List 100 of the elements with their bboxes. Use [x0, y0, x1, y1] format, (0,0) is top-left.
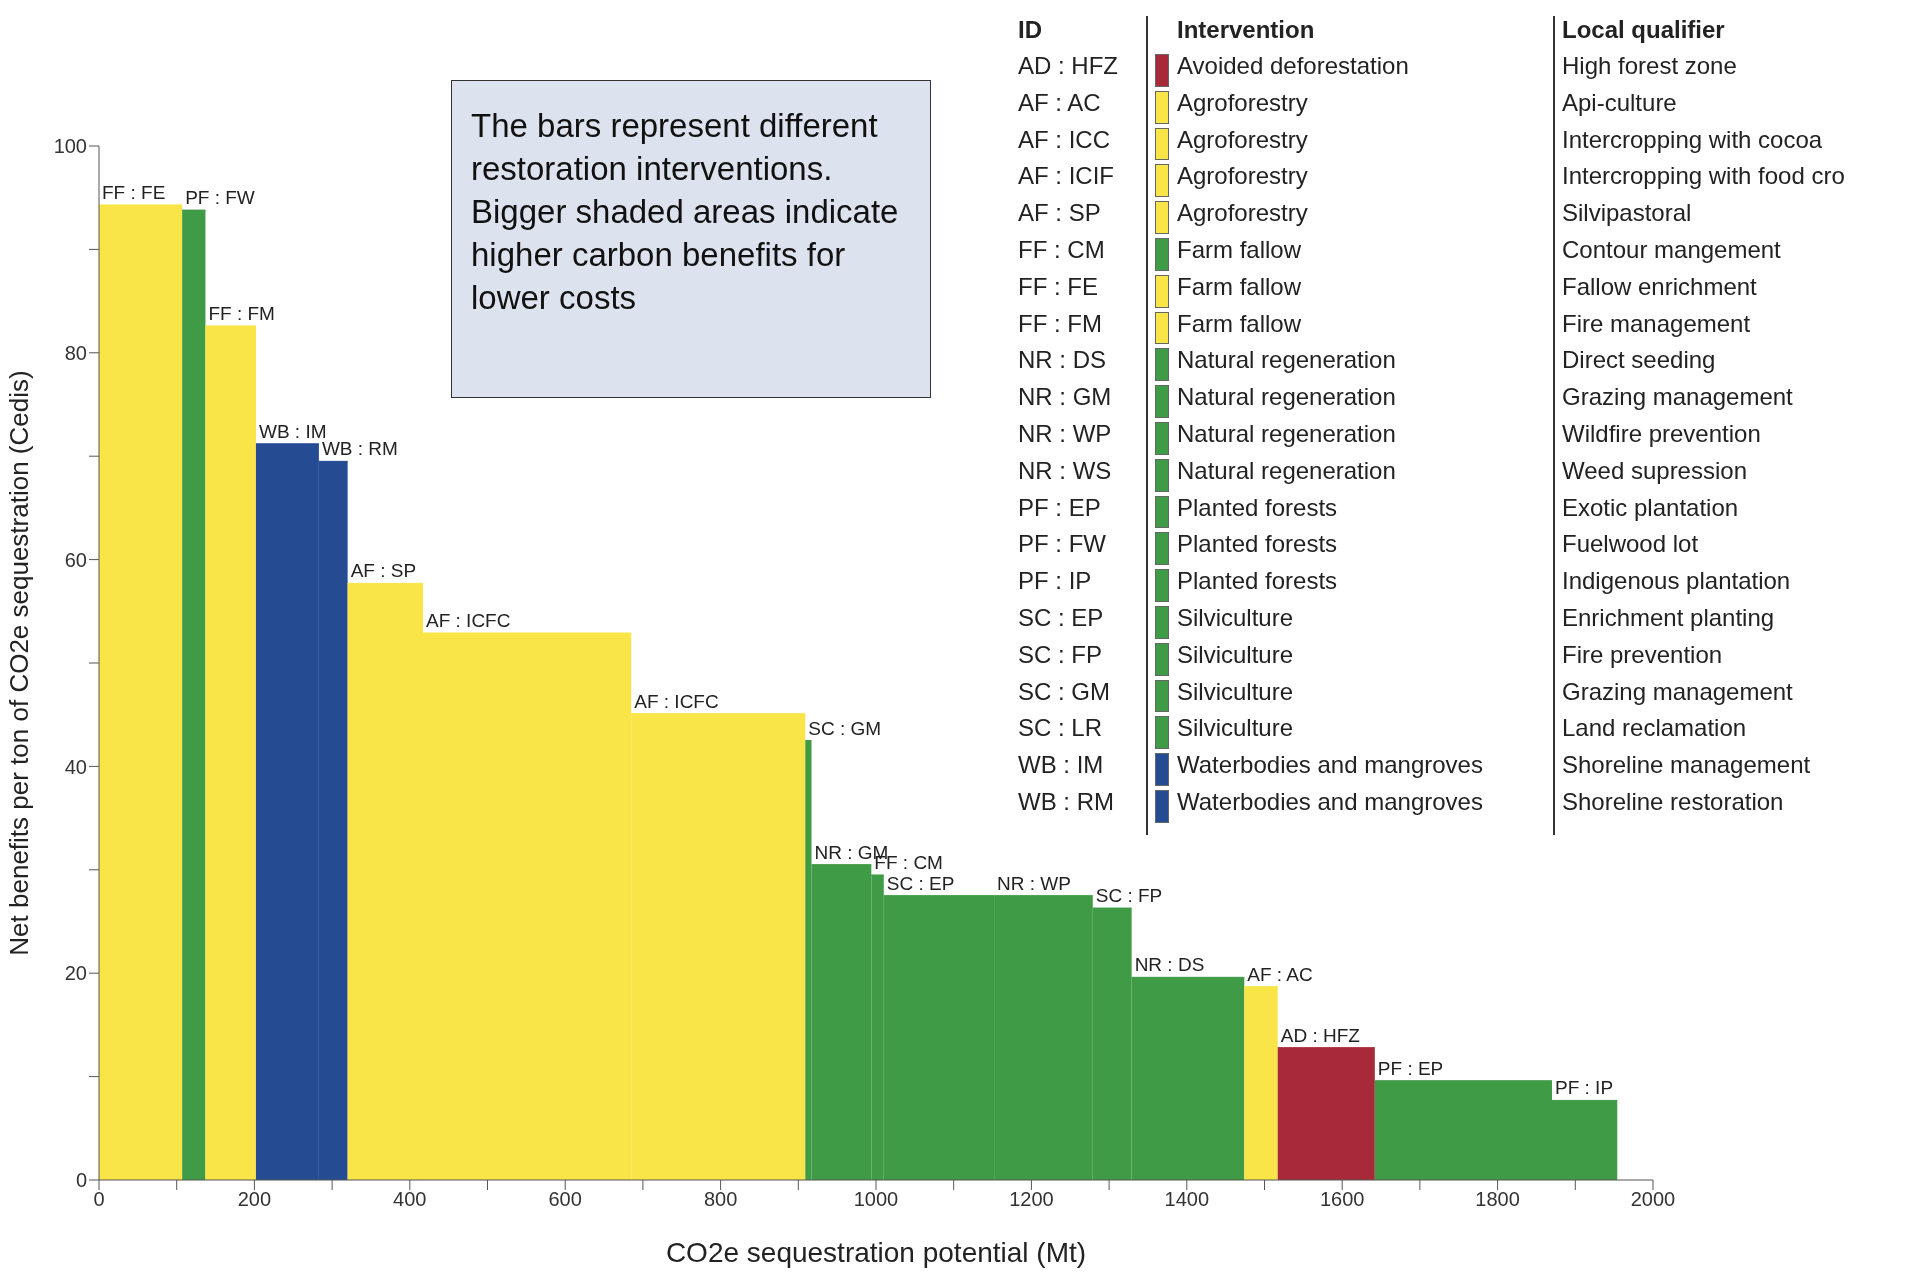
x-tick-label: 1200	[1009, 1188, 1054, 1211]
x-axis-title: CO2e sequestration potential (Mt)	[665, 1237, 1087, 1268]
annotation: Wildfire prevention	[1562, 420, 1761, 448]
y-tick-label: 0	[75, 1169, 87, 1192]
annotation: FF : CM	[1018, 236, 1105, 264]
annotation: SC : LR	[1018, 714, 1103, 743]
series-label: SC : EP	[886, 872, 955, 894]
text: Local qualifier	[1562, 16, 1725, 44]
annotation: Silviculture	[1177, 640, 1294, 669]
series-label: FF : FE	[102, 181, 166, 203]
annotation: Waterbodies and mangroves	[1177, 751, 1483, 780]
annotation: Planted forests	[1177, 530, 1338, 559]
y-tick-label: 80	[64, 341, 87, 364]
annotation: Silviculture	[1177, 604, 1294, 632]
annotation: Fuelwood lot	[1562, 530, 1699, 559]
annotation: SC : EP	[1018, 604, 1104, 632]
x-tick-label: 600	[548, 1188, 582, 1211]
annotation: Indigenous plantation	[1562, 567, 1791, 596]
series-label: PF : EP	[1377, 1057, 1444, 1079]
annotation: Intercropping with food cro	[1562, 162, 1845, 191]
annotation: NR : WP	[1018, 420, 1112, 448]
text: Agroforestry	[1177, 88, 1308, 117]
x-tick-label: 2000	[1630, 1188, 1676, 1211]
series-label: AF : ICFC	[426, 610, 511, 632]
series-label: NR : WP	[997, 872, 1071, 894]
annotation: PF : IP	[1018, 567, 1092, 596]
annotation: Agroforestry	[1177, 162, 1308, 191]
annotation: Planted forests	[1177, 567, 1338, 596]
annotation: Fire management	[1562, 309, 1751, 338]
y-tick-label: 100	[53, 135, 87, 158]
x-tick-label: 1000	[853, 1188, 899, 1211]
annotation: WB : IM	[1018, 751, 1104, 780]
text: AD : HFZ	[1018, 52, 1118, 80]
y-tick-label: 20	[64, 962, 87, 985]
annotation: NR : GM	[1018, 383, 1112, 412]
x-tick-label: 1400	[1164, 1188, 1210, 1211]
x-tick-label: 1600	[1319, 1188, 1365, 1211]
series-label: FF : FM	[208, 302, 275, 324]
annotation: Land reclamation	[1562, 714, 1747, 743]
y-tick-label: 40	[64, 755, 87, 778]
series-label: AF : SP	[350, 560, 417, 582]
annotation: Planted forests	[1177, 493, 1338, 522]
annotation: Farm fallow	[1177, 309, 1302, 338]
y-tick-label: 60	[64, 548, 87, 571]
text: ID	[1018, 16, 1042, 44]
series-label: AF : AC	[1247, 963, 1313, 985]
annotation: Enrichment planting	[1562, 604, 1775, 632]
x-tick-label: 400	[393, 1188, 427, 1211]
text: Avoided deforestation	[1177, 52, 1409, 80]
annotation: Weed supression	[1562, 456, 1747, 485]
annotation: SC : FP	[1018, 640, 1103, 669]
x-tick-label: 1800	[1475, 1188, 1520, 1211]
series-label: SC : FP	[1095, 885, 1163, 907]
annotation: Silvipastoral	[1562, 199, 1692, 228]
annotation: Fallow enrichment	[1562, 272, 1757, 301]
annotation: Natural regeneration	[1177, 383, 1396, 412]
annotation: Shoreline management	[1562, 751, 1811, 780]
annotation: FF : FE	[1018, 272, 1098, 301]
annotation: Waterbodies and mangroves	[1177, 788, 1483, 816]
annotation: FF : FM	[1018, 309, 1102, 338]
y-axis-title: Net benefits per ton of CO2e sequestration (Cedis)	[4, 370, 35, 956]
annotation: Agroforestry	[1177, 125, 1308, 154]
annotation: SC : GM	[1018, 677, 1111, 706]
annotation: WB : RM	[1018, 788, 1114, 816]
x-tick-label: 0	[93, 1188, 105, 1211]
annotation: Natural regeneration	[1177, 456, 1396, 485]
annotation: Intercropping with cocoa	[1562, 125, 1823, 154]
annotation: Natural regeneration	[1177, 420, 1396, 448]
x-tick-label: 200	[237, 1188, 272, 1211]
legend-label: SC : GM	[808, 717, 882, 739]
annotation: Farm fallow	[1177, 272, 1302, 301]
annotation: Agroforestry	[1177, 199, 1308, 228]
annotation: Fire prevention	[1562, 640, 1723, 669]
annotation: Natural regeneration	[1177, 346, 1396, 375]
series-label: NR : DS	[1134, 954, 1205, 976]
series-label: AF : ICFC	[634, 690, 719, 712]
series-label: PF : IP	[1554, 1077, 1614, 1099]
annotation: Grazing management	[1562, 677, 1793, 706]
annotation: Grazing management	[1562, 383, 1793, 412]
annotation: Exotic plantation	[1562, 493, 1739, 522]
annotation: Silviculture	[1177, 714, 1294, 743]
annotation: Contour mangement	[1562, 236, 1781, 264]
series-label: AD : HFZ	[1280, 1024, 1361, 1046]
annotation: Direct seeding	[1562, 346, 1716, 375]
annotation: AF : SP	[1018, 199, 1101, 228]
annotation: NR : DS	[1018, 346, 1107, 375]
text: Intervention	[1177, 16, 1315, 44]
annotation: PF : FW	[1018, 530, 1106, 559]
annotation: PF : EP	[1018, 493, 1101, 522]
annotation: Farm fallow	[1177, 236, 1302, 264]
annotation: NR : WS	[1018, 456, 1112, 485]
text: High forest zone	[1562, 52, 1737, 80]
annotation: AF : ICIF	[1018, 162, 1114, 191]
series-label: PF : FW	[185, 187, 255, 209]
annotation: Silviculture	[1177, 677, 1294, 706]
annotation: Shoreline restoration	[1562, 788, 1784, 816]
text: AF : AC	[1018, 88, 1101, 117]
text: Api-culture	[1562, 88, 1677, 117]
x-tick-label: 800	[703, 1188, 738, 1211]
annotation: The bars represent different restoration interventions. Bigger shaded areas indicate higher carbon benefits for lower costs	[471, 106, 900, 318]
